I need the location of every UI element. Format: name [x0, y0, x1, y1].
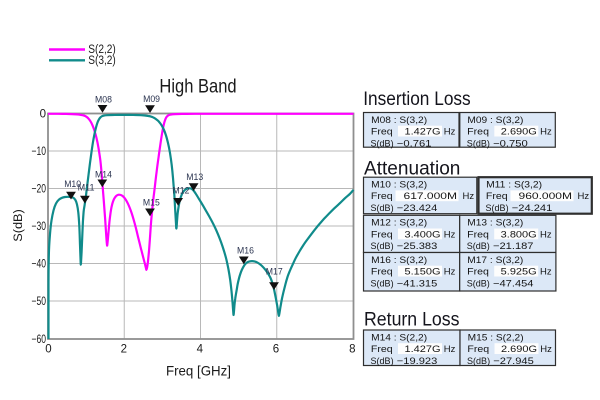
svg-text:M10: M10: [64, 179, 81, 190]
svg-text:S(dB): S(dB): [467, 356, 490, 367]
svg-text:960.000M: 960.000M: [519, 191, 573, 202]
svg-text:M08: M08: [95, 95, 112, 106]
svg-text:−30: −30: [32, 221, 47, 233]
svg-text:Freq: Freq: [467, 267, 489, 278]
svg-text:Freq: Freq: [467, 229, 489, 240]
svg-text:Hz: Hz: [540, 229, 552, 240]
svg-text:Freq: Freq: [371, 191, 393, 202]
svg-text:M11 : S(3,2): M11 : S(3,2): [486, 180, 542, 191]
svg-text:S(dB): S(dB): [467, 138, 490, 149]
svg-text:Freq: Freq: [467, 344, 489, 355]
svg-text:M14 : S(2,2): M14 : S(2,2): [371, 332, 427, 343]
svg-text:M17 : S(3,2): M17 : S(3,2): [467, 255, 523, 266]
svg-text:Freq: Freq: [371, 229, 393, 240]
svg-text:M16: M16: [237, 246, 254, 257]
svg-text:S(dB): S(dB): [371, 278, 394, 289]
svg-text:M15 : S(2,2): M15 : S(2,2): [468, 332, 524, 343]
svg-text:−23.424: −23.424: [397, 203, 438, 214]
svg-text:8: 8: [349, 344, 355, 356]
svg-text:M13 : S(3,2): M13 : S(3,2): [467, 218, 523, 229]
svg-text:2.690G: 2.690G: [501, 127, 537, 138]
svg-text:Hz: Hz: [540, 344, 552, 355]
svg-text:S(2,2): S(2,2): [88, 44, 116, 56]
svg-text:Hz: Hz: [463, 191, 475, 202]
svg-text:Hz: Hz: [540, 267, 552, 278]
svg-text:M08 : S(3,2): M08 : S(3,2): [371, 115, 427, 126]
svg-text:M12: M12: [173, 186, 190, 197]
svg-text:S(dB): S(dB): [371, 203, 394, 214]
svg-text:S(dB): S(dB): [371, 241, 394, 252]
svg-text:6: 6: [273, 344, 279, 356]
svg-text:Freq: Freq: [371, 344, 393, 355]
svg-text:−47.454: −47.454: [493, 278, 534, 289]
svg-text:−24.241: −24.241: [512, 203, 553, 214]
svg-text:M15: M15: [143, 198, 160, 209]
svg-text:5.925G: 5.925G: [501, 267, 537, 278]
svg-text:−50: −50: [32, 296, 47, 308]
svg-text:−0.761: −0.761: [397, 138, 432, 149]
svg-text:S(dB): S(dB): [486, 203, 509, 214]
svg-text:M09: M09: [143, 94, 160, 105]
svg-text:−40: −40: [32, 259, 47, 271]
svg-text:Freq [GHz]: Freq [GHz]: [166, 363, 231, 379]
svg-text:0: 0: [40, 109, 46, 121]
svg-text:S(dB): S(dB): [371, 138, 394, 149]
svg-text:High Band: High Band: [159, 77, 236, 98]
svg-text:4: 4: [197, 344, 204, 356]
svg-text:Hz: Hz: [540, 127, 552, 138]
svg-text:−27.945: −27.945: [493, 356, 534, 367]
svg-text:−60: −60: [32, 334, 47, 346]
svg-text:3.800G: 3.800G: [501, 229, 537, 240]
svg-text:Hz: Hz: [444, 344, 456, 355]
svg-text:Hz: Hz: [444, 267, 456, 278]
svg-text:0: 0: [45, 344, 51, 356]
svg-text:M10 : S(3,2): M10 : S(3,2): [371, 180, 427, 191]
svg-text:Freq: Freq: [371, 127, 393, 138]
svg-text:Attenuation: Attenuation: [364, 157, 460, 179]
svg-text:2.690G: 2.690G: [501, 344, 537, 355]
svg-text:M17: M17: [266, 266, 283, 277]
svg-text:2: 2: [121, 344, 127, 356]
svg-text:1.427G: 1.427G: [405, 344, 441, 355]
svg-text:Hz: Hz: [578, 191, 590, 202]
svg-text:Hz: Hz: [444, 127, 456, 138]
svg-text:S(dB): S(dB): [13, 209, 25, 242]
svg-text:617.000M: 617.000M: [404, 191, 458, 202]
svg-text:−0.750: −0.750: [493, 138, 528, 149]
svg-text:M12 : S(3,2): M12 : S(3,2): [371, 218, 427, 229]
svg-text:S(dB): S(dB): [467, 278, 490, 289]
svg-text:Hz: Hz: [444, 229, 456, 240]
svg-text:−21.187: −21.187: [493, 241, 534, 252]
svg-text:5.150G: 5.150G: [405, 267, 441, 278]
svg-text:S(dB): S(dB): [371, 356, 394, 367]
svg-text:−20: −20: [32, 184, 47, 196]
svg-text:−10: −10: [32, 146, 47, 158]
svg-text:M16 : S(3,2): M16 : S(3,2): [371, 255, 427, 266]
svg-text:M11: M11: [78, 182, 95, 193]
svg-text:M13: M13: [186, 172, 203, 183]
svg-text:M09 : S(3,2): M09 : S(3,2): [467, 115, 523, 126]
svg-text:Freq: Freq: [467, 127, 489, 138]
svg-text:M14: M14: [95, 169, 112, 180]
svg-text:S(dB): S(dB): [467, 241, 490, 252]
svg-text:−25.383: −25.383: [397, 241, 438, 252]
svg-text:−41.315: −41.315: [397, 278, 438, 289]
svg-text:Insertion Loss: Insertion Loss: [363, 88, 471, 110]
svg-text:Return Loss: Return Loss: [364, 309, 460, 331]
svg-text:3.400G: 3.400G: [405, 229, 441, 240]
svg-text:Freq: Freq: [371, 267, 393, 278]
svg-text:S(3,2): S(3,2): [88, 55, 116, 67]
svg-text:−19.923: −19.923: [397, 356, 438, 367]
svg-text:1.427G: 1.427G: [405, 127, 441, 138]
svg-text:Freq: Freq: [486, 191, 508, 202]
